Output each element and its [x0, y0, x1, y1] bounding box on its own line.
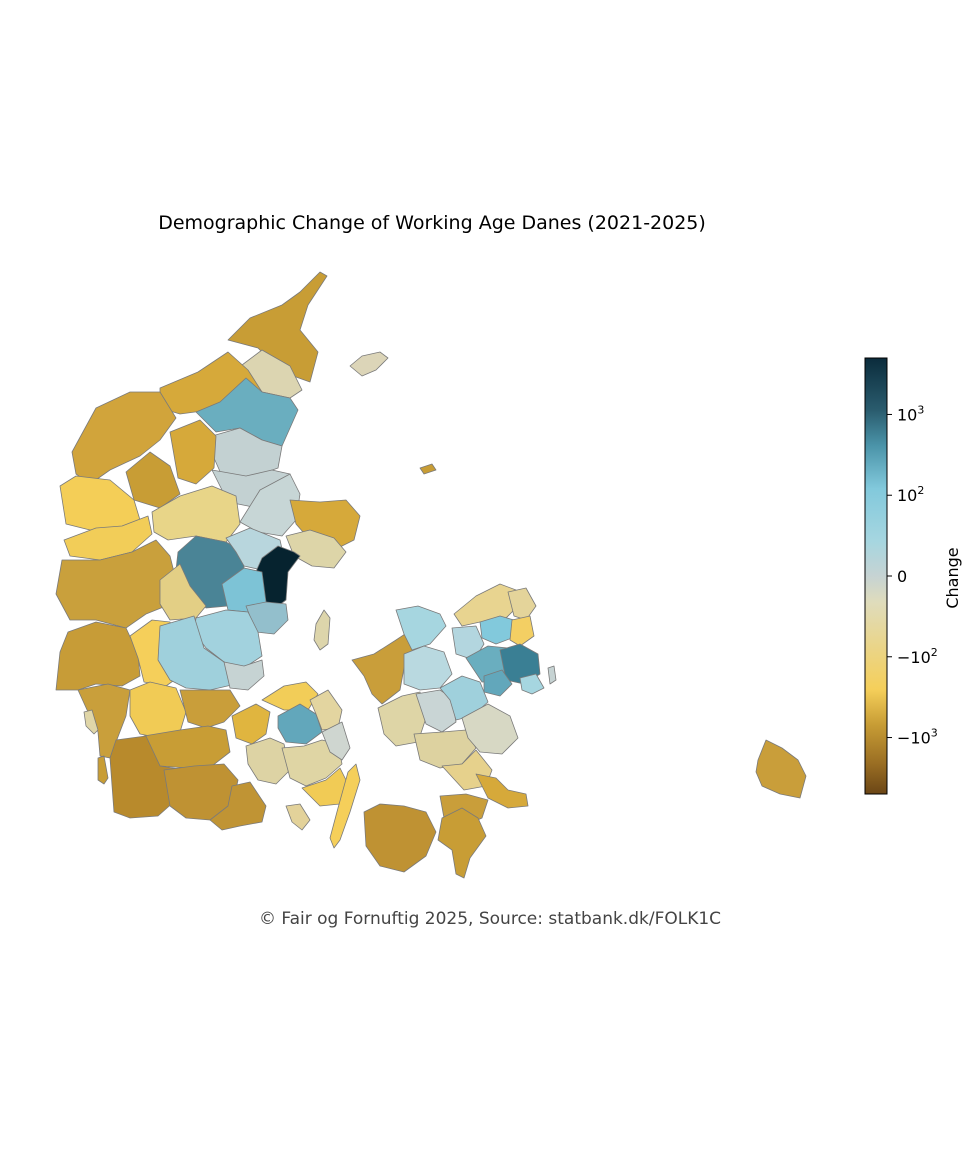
region-hillerod	[479, 615, 515, 645]
region-haderslev	[143, 725, 231, 769]
region-saltholm	[547, 665, 557, 685]
region-odsherred	[395, 605, 447, 651]
region-vejen	[129, 681, 187, 739]
region-fano	[83, 709, 99, 735]
region-soro	[415, 689, 457, 733]
colorbar-tick-label: 0	[897, 567, 907, 586]
region-holstebro	[59, 475, 141, 531]
region-bornholm	[755, 739, 807, 799]
region-kolding	[179, 689, 241, 729]
region-amager	[519, 673, 545, 695]
region-bogense	[261, 681, 319, 711]
region-gribskov	[507, 587, 537, 621]
colorbar: 103 102 0 −102 −103 Change	[864, 357, 962, 795]
colorbar-label: Change	[943, 547, 962, 608]
region-ikast	[159, 563, 207, 621]
region-himmerland	[211, 427, 283, 479]
region-aalborg	[195, 377, 299, 447]
region-koge	[461, 703, 519, 755]
region-nyborg	[321, 721, 351, 761]
region-assens	[245, 737, 291, 785]
source-credit: © Fair og Fornuftig 2025, Source: statba…	[258, 909, 722, 929]
region-langeland	[329, 763, 361, 849]
region-anholt	[419, 463, 437, 475]
region-naestved	[413, 729, 477, 769]
region-lolland	[363, 803, 437, 873]
region-hoje-taastrup	[483, 669, 513, 697]
region-skive	[151, 485, 241, 543]
region-salling	[169, 419, 217, 485]
region-slagelse	[377, 691, 427, 747]
region-varde	[55, 621, 141, 691]
colorbar-tick-label: −103	[897, 727, 938, 748]
colorbar-tick-label: 103	[897, 403, 924, 424]
region-fredensborg	[509, 615, 535, 647]
region-faaborg	[281, 739, 343, 787]
region-samso	[313, 609, 331, 651]
region-holbaek	[403, 645, 453, 691]
region-fredericia	[223, 659, 265, 691]
region-laeso	[349, 351, 389, 377]
map-title: Demographic Change of Working Age Danes …	[158, 212, 706, 234]
colorbar-gradient	[864, 357, 888, 795]
region-sonderborg	[209, 781, 267, 831]
region-randers	[239, 473, 301, 537]
region-middelfart	[231, 703, 271, 745]
region-lemvig	[63, 515, 153, 561]
region-aero	[285, 803, 311, 831]
region-djursland	[289, 499, 361, 551]
colorbar-tick-label: −102	[897, 646, 938, 667]
region-romo	[97, 755, 109, 785]
colorbar-tick-label: 102	[897, 484, 924, 505]
region-falster	[437, 807, 487, 879]
region-odense	[277, 703, 323, 745]
region-stevns	[475, 773, 529, 809]
